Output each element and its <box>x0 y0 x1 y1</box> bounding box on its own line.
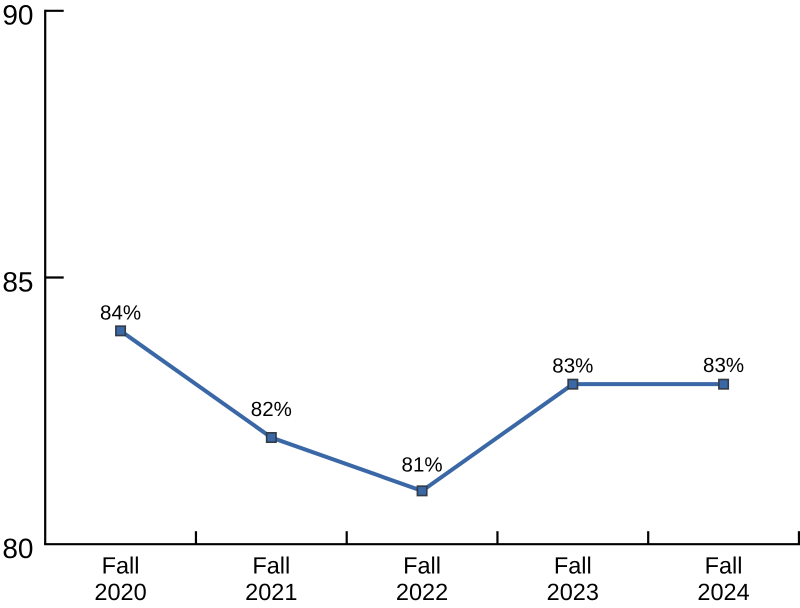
data-point-label: 84% <box>100 302 141 325</box>
x-category-label-line1: Fall <box>705 553 743 579</box>
x-category-label-line1: Fall <box>102 553 140 579</box>
data-point-label: 82% <box>251 398 292 421</box>
y-tick-label: 90 <box>2 0 33 31</box>
x-category-label-line2: 2023 <box>547 579 599 605</box>
data-point-marker <box>416 485 428 497</box>
x-category-label-line2: 2021 <box>245 579 297 605</box>
x-category-label-line2: 2022 <box>396 579 448 605</box>
data-point-label: 83% <box>552 354 593 377</box>
x-category-label-line1: Fall <box>252 553 290 579</box>
data-point-marker <box>718 378 730 390</box>
y-tick-label: 85 <box>2 266 33 297</box>
y-tick-label: 80 <box>2 533 33 564</box>
x-category-label-line2: 2024 <box>697 579 749 605</box>
x-category-label-line2: 2020 <box>94 579 146 605</box>
data-point-marker <box>265 432 277 444</box>
data-point-label: 83% <box>703 354 744 377</box>
x-category-label-line1: Fall <box>403 553 441 579</box>
x-category-label-line1: Fall <box>554 553 592 579</box>
data-point-marker <box>567 378 579 390</box>
data-point-marker <box>115 325 127 337</box>
data-point-label: 81% <box>402 453 443 476</box>
